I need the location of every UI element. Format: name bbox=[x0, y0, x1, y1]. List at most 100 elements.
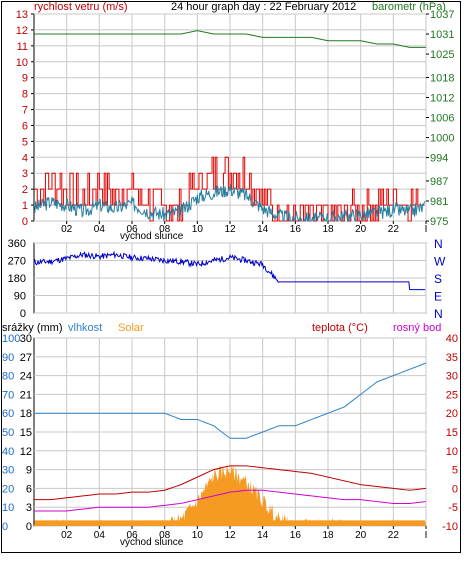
direction-series bbox=[33, 250, 426, 291]
dew-point-label: rosný bod bbox=[393, 322, 441, 334]
direction-compass-tick: S bbox=[434, 272, 442, 286]
pressure-tick-label: 994 bbox=[430, 153, 448, 165]
humidity-label: vlhkost bbox=[68, 322, 102, 334]
direction-degree-tick: 180 bbox=[8, 273, 26, 285]
pressure-tick-label: 987 bbox=[430, 176, 448, 188]
pressure-tick-label: 981 bbox=[430, 196, 448, 208]
precip-tick-label: 6 bbox=[26, 483, 32, 495]
precip-label: srážky (mm) bbox=[2, 322, 63, 334]
humidity-line bbox=[34, 362, 427, 439]
pressure-tick-label: 1031 bbox=[430, 29, 454, 41]
temp-x-tick-label: 20 bbox=[355, 530, 367, 541]
precip-y-axis: 0 3 6 9 12 15 18 21 24 27 30 bbox=[20, 333, 32, 533]
wind-x-tick-label: 10 bbox=[192, 224, 204, 235]
wind-series bbox=[33, 30, 426, 223]
temperature-tick-label: 20 bbox=[446, 408, 458, 420]
temperature-tick-label: 15 bbox=[446, 427, 458, 439]
wind-tick-label: 12 bbox=[16, 25, 28, 37]
wind-tick-label: 4 bbox=[22, 152, 28, 164]
humidity-tick-label: 90 bbox=[2, 352, 14, 364]
temp-x-tick-label: 16 bbox=[290, 530, 302, 541]
dew-point-line bbox=[34, 489, 427, 512]
pressure-y-axis: 975 981 987 994 1000 1006 1012 1018 1025 1031 1037 bbox=[426, 9, 454, 228]
temp-x-tick-label: 10 bbox=[192, 530, 204, 541]
wind-x-tick-label: 16 bbox=[290, 224, 302, 235]
sunrise-label-top: východ slunce bbox=[120, 231, 184, 242]
wind-x-axis: 02 04 06 08 10 12 14 16 18 20 22 I bbox=[61, 221, 427, 235]
wind-x-tick-label: 18 bbox=[322, 224, 334, 235]
barometer-label: barometr (hPa) bbox=[372, 1, 446, 13]
humidity-tick-label: 30 bbox=[2, 465, 14, 477]
pressure-tick-label: 975 bbox=[430, 216, 448, 228]
wind-pressure-panel: rychlost vetru (m/s) 24 hour graph day :… bbox=[16, 1, 455, 242]
wind-tick-label: 9 bbox=[22, 73, 28, 85]
temperature-tick-label: 30 bbox=[446, 371, 458, 383]
humidity-tick-label: 40 bbox=[2, 446, 14, 458]
temperature-label: teplota (°C) bbox=[312, 322, 368, 334]
wind-x-tick-label: 14 bbox=[257, 224, 269, 235]
wind-x-tick-label: I bbox=[425, 224, 428, 235]
temp-x-tick-label: 14 bbox=[257, 530, 269, 541]
temperature-line bbox=[34, 465, 427, 501]
direction-compass-tick: N bbox=[434, 237, 443, 251]
pressure-tick-label: 1018 bbox=[430, 72, 454, 84]
direction-degree-axis: 0 90 180 270 360 bbox=[8, 238, 26, 320]
sunrise-label-bottom: východ slunce bbox=[120, 537, 184, 548]
solar-baseline bbox=[35, 520, 425, 526]
wind-tick-label: 0 bbox=[22, 216, 28, 228]
pressure-tick-label: 1025 bbox=[430, 49, 454, 61]
temperature-tick-label: 10 bbox=[446, 446, 458, 458]
pressure-tick-label: 1000 bbox=[430, 133, 454, 145]
wind-tick-label: 2 bbox=[22, 184, 28, 196]
wind-x-tick-label: 04 bbox=[94, 224, 106, 235]
wind-speed-label: rychlost vetru (m/s) bbox=[34, 1, 128, 13]
precip-tick-label: 0 bbox=[26, 521, 32, 533]
direction-compass-tick: E bbox=[434, 290, 442, 304]
wind-tick-label: 13 bbox=[16, 9, 28, 21]
wind-tick-label: 7 bbox=[22, 105, 28, 117]
wind-gust-line bbox=[34, 156, 425, 222]
humidity-tick-label: 0 bbox=[2, 521, 8, 533]
wind-grid bbox=[34, 13, 427, 222]
direction-degree-tick: 360 bbox=[8, 238, 26, 250]
temperature-y-axis: -10 -5 0 5 10 15 20 25 30 35 40 bbox=[442, 333, 458, 533]
pressure-tick-label: 1037 bbox=[430, 9, 454, 21]
temp-x-tick-label: I bbox=[425, 530, 428, 541]
humidity-tick-label: 10 bbox=[2, 502, 14, 514]
wind-x-tick-label: 12 bbox=[224, 224, 236, 235]
precip-tick-label: 3 bbox=[26, 502, 32, 514]
direction-degree-tick: 0 bbox=[20, 308, 26, 320]
temperature-series bbox=[34, 362, 427, 526]
wind-tick-label: 10 bbox=[16, 57, 28, 69]
wind-tick-label: 3 bbox=[22, 168, 28, 180]
wind-tick-label: 11 bbox=[17, 41, 28, 53]
direction-degree-tick: 90 bbox=[14, 291, 26, 303]
temperature-tick-label: -10 bbox=[442, 521, 458, 533]
wind-tick-label: 1 bbox=[22, 200, 28, 212]
temperature-tick-label: 40 bbox=[446, 333, 458, 345]
wind-average-line bbox=[33, 184, 426, 223]
temperature-grid bbox=[34, 337, 427, 527]
precip-tick-label: 27 bbox=[20, 352, 32, 364]
temp-x-tick-label: 06 bbox=[126, 530, 138, 541]
precip-tick-label: 30 bbox=[20, 333, 32, 345]
temp-x-tick-label: 22 bbox=[388, 530, 400, 541]
precip-tick-label: 12 bbox=[20, 446, 32, 458]
temp-x-tick-label: 18 bbox=[322, 530, 334, 541]
chart-title: 24 hour graph day : 22 February 2012 bbox=[171, 1, 356, 13]
temperature-tick-label: -5 bbox=[448, 502, 458, 514]
wind-direction-line bbox=[33, 250, 426, 291]
precip-tick-label: 15 bbox=[20, 427, 32, 439]
temperature-x-axis: 02 04 06 08 10 12 14 16 18 20 22 I bbox=[61, 526, 427, 541]
humidity-tick-label: 80 bbox=[2, 371, 14, 383]
precip-tick-label: 21 bbox=[20, 389, 32, 401]
temp-x-tick-label: 12 bbox=[224, 530, 236, 541]
humidity-tick-label: 50 bbox=[2, 427, 14, 439]
precip-tick-label: 24 bbox=[20, 371, 32, 383]
direction-compass-tick: N bbox=[434, 307, 443, 321]
wind-x-tick-label: 20 bbox=[355, 224, 367, 235]
humidity-y-axis: 0 10 20 30 40 50 60 70 80 90 100 bbox=[2, 333, 20, 533]
wind-x-tick-label: 06 bbox=[126, 224, 138, 235]
chart-frame bbox=[1, 1, 461, 553]
